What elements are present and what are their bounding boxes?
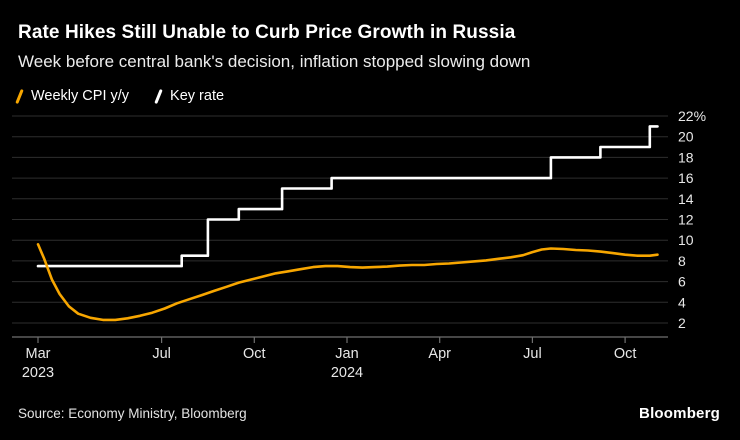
bloomberg-logo: Bloomberg — [639, 405, 720, 422]
x-tick-label: Jan — [335, 346, 358, 362]
legend-label-key-rate: Key rate — [170, 88, 225, 105]
y-tick-label: 12 — [678, 212, 694, 228]
y-tick-label: 8 — [678, 253, 686, 269]
y-tick-label: 22% — [678, 110, 706, 124]
x-tick-label: Oct — [243, 346, 266, 362]
y-tick-label: 20 — [678, 129, 694, 145]
x-tick-year-label: 2024 — [331, 365, 363, 381]
x-tick-label: Oct — [614, 346, 637, 362]
y-tick-label: 4 — [678, 294, 686, 310]
chart-canvas: 22% 20 18 16 14 12 10 8 6 4 2 Mar 2023 Jul Oct Jan 2024 A… — [12, 108, 706, 381]
y-tick-label: 14 — [678, 191, 694, 207]
chart-subtitle: Week before central bank's decision, inf… — [18, 51, 531, 71]
chart-legend: Weekly CPI y/y Key rate — [15, 88, 722, 105]
y-tick-label: 18 — [678, 149, 694, 165]
legend-label-weekly-cpi: Weekly CPI y/y — [31, 88, 130, 105]
x-tick-label: Mar — [26, 346, 51, 362]
key-rate-line — [36, 125, 659, 268]
legend-item-weekly-cpi: Weekly CPI y/y — [15, 88, 130, 105]
x-tick-label: Apr — [428, 346, 451, 362]
source-text: Source: Economy Ministry, Bloomberg — [18, 406, 247, 421]
footer: Source: Economy Ministry, Bloomberg Bloo… — [0, 405, 740, 422]
key-rate-line-swatch-icon — [154, 88, 163, 104]
line-chart: 22% 20 18 16 14 12 10 8 6 4 2 Mar 2023 Jul Oct Jan 2024 A… — [0, 108, 740, 391]
y-tick-label: 16 — [678, 170, 694, 186]
weekly-cpi-y-y-line — [36, 243, 659, 322]
legend-item-key-rate: Key rate — [154, 88, 225, 105]
y-tick-label: 2 — [678, 315, 686, 331]
x-tick-year-label: 2023 — [22, 365, 54, 381]
chart-card: Rate Hikes Still Unable to Curb Price Gr… — [0, 22, 740, 391]
weekly-cpi-line-swatch-icon — [15, 88, 24, 104]
chart-title: Rate Hikes Still Unable to Curb Price Gr… — [18, 22, 516, 43]
x-tick-label: Jul — [523, 346, 542, 362]
x-tick-label: Jul — [152, 346, 171, 362]
y-tick-label: 10 — [678, 232, 694, 248]
y-tick-label: 6 — [678, 274, 686, 290]
